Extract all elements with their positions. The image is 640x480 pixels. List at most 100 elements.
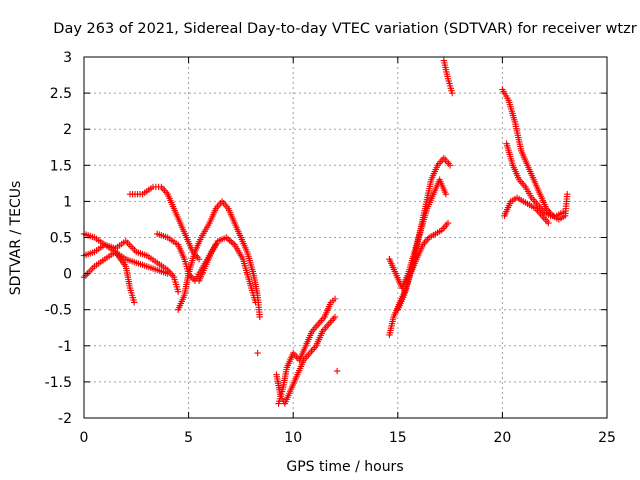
data-point-fill [543,218,551,225]
data-point-fill [287,387,294,395]
data-point-fill [530,204,537,211]
data-point-fill [162,233,169,240]
data-point-fill [410,250,418,258]
data-point-fill [441,188,449,196]
y-tick-label: 0.5 [50,231,72,247]
data-point-fill [180,294,187,301]
x-tick-label: 20 [493,430,511,446]
grid [84,57,607,418]
data-point-fill [136,190,144,198]
data-point-fill [326,301,334,308]
data-point-fill [172,240,180,247]
data-point-fill [448,87,455,94]
data-point-fill [89,264,96,272]
data-point-fill [247,282,254,290]
x-tick-label: 15 [389,430,407,446]
data-points [80,57,571,407]
data-point-fill [418,243,426,250]
x-tick-label: 25 [598,430,616,446]
data-point-fill [307,330,315,337]
data-point-fill [151,266,159,273]
x-tick-label: 10 [284,430,302,446]
data-point-fill [249,268,257,275]
data-point-fill [399,294,407,301]
data-point-fill [535,188,543,196]
data-point-fill [207,250,214,258]
data-point-fill [283,366,290,373]
axis-ticks [83,56,608,419]
data-point-fill [147,185,155,192]
data-point-fill [256,311,263,318]
data-point-fill [194,254,201,261]
chart-title: Day 263 of 2021, Sidereal Day-to-day VTE… [53,21,636,37]
data-point-fill [389,315,397,323]
data-point-fill [236,232,244,239]
data-point [333,367,341,375]
data-point-fill [537,210,544,218]
data-point-fill [545,211,552,218]
data-point-fill [184,272,192,279]
data-point-fill [224,235,232,243]
data-point-fill [299,359,306,366]
data-point-fill [130,296,137,304]
data-point-fill [191,250,198,258]
data-point-fill [176,217,183,225]
data-point-fill [169,203,177,210]
data-point-fill [228,238,235,246]
data-point-fill [229,240,237,247]
data-point-fill [205,221,212,229]
y-axis-label: SDTVAR / TECUs [8,181,24,296]
data-point-fill [423,207,430,214]
data-point-fill [444,73,451,80]
data-point-fill [416,229,424,236]
data-point-fill [301,344,309,352]
data-point-fill [110,247,117,254]
data-point-fill [174,286,181,293]
data-point-fill [89,249,96,256]
data-point-fill [323,322,331,330]
data-point-fill [318,330,325,337]
data-point-fill [557,210,565,217]
data-point-fill [329,297,337,304]
data-point-fill [155,183,162,191]
y-tick-label: -2 [58,411,72,427]
data-point-fill [99,257,107,264]
data-point-fill [550,212,557,220]
data-point-fill [319,315,327,322]
y-tick-label: 1 [63,194,72,210]
data-point-fill [511,116,518,124]
data-point-fill [223,203,230,211]
data-point-fill [197,236,204,243]
data-point-fill [533,200,540,207]
data-point-fill [120,254,127,261]
data-point-fill [141,251,148,259]
data-point-fill [412,258,419,265]
data-point-fill [311,344,318,351]
data-point-fill [523,160,530,167]
y-tick-label: -1.5 [45,375,72,391]
data-point-fill [433,164,440,171]
data-point-fill [524,200,531,208]
data-point-fill [305,351,312,359]
data-point-fill [169,272,176,279]
data-point-fill [293,373,300,380]
data-point-fill [430,231,437,239]
data-point-fill [429,193,436,200]
data-point-fill [251,296,259,304]
data-point-fill [151,258,159,265]
y-tick-label: 2 [63,122,72,138]
y-tick-label: 0 [63,267,72,283]
data-point-fill [201,265,208,272]
x-tick-label: 0 [80,430,89,446]
data-point-fill [126,282,133,290]
data-point-fill [563,193,571,200]
data-point-fill [517,145,524,152]
data-point [254,349,261,357]
data-point-fill [506,200,514,207]
y-tick-label: -1 [58,339,72,355]
data-point-fill [313,322,320,330]
data-point-fill [121,261,128,268]
data-point-fill [406,272,413,279]
data-point-fill [131,246,138,254]
data-point-fill [180,253,187,261]
